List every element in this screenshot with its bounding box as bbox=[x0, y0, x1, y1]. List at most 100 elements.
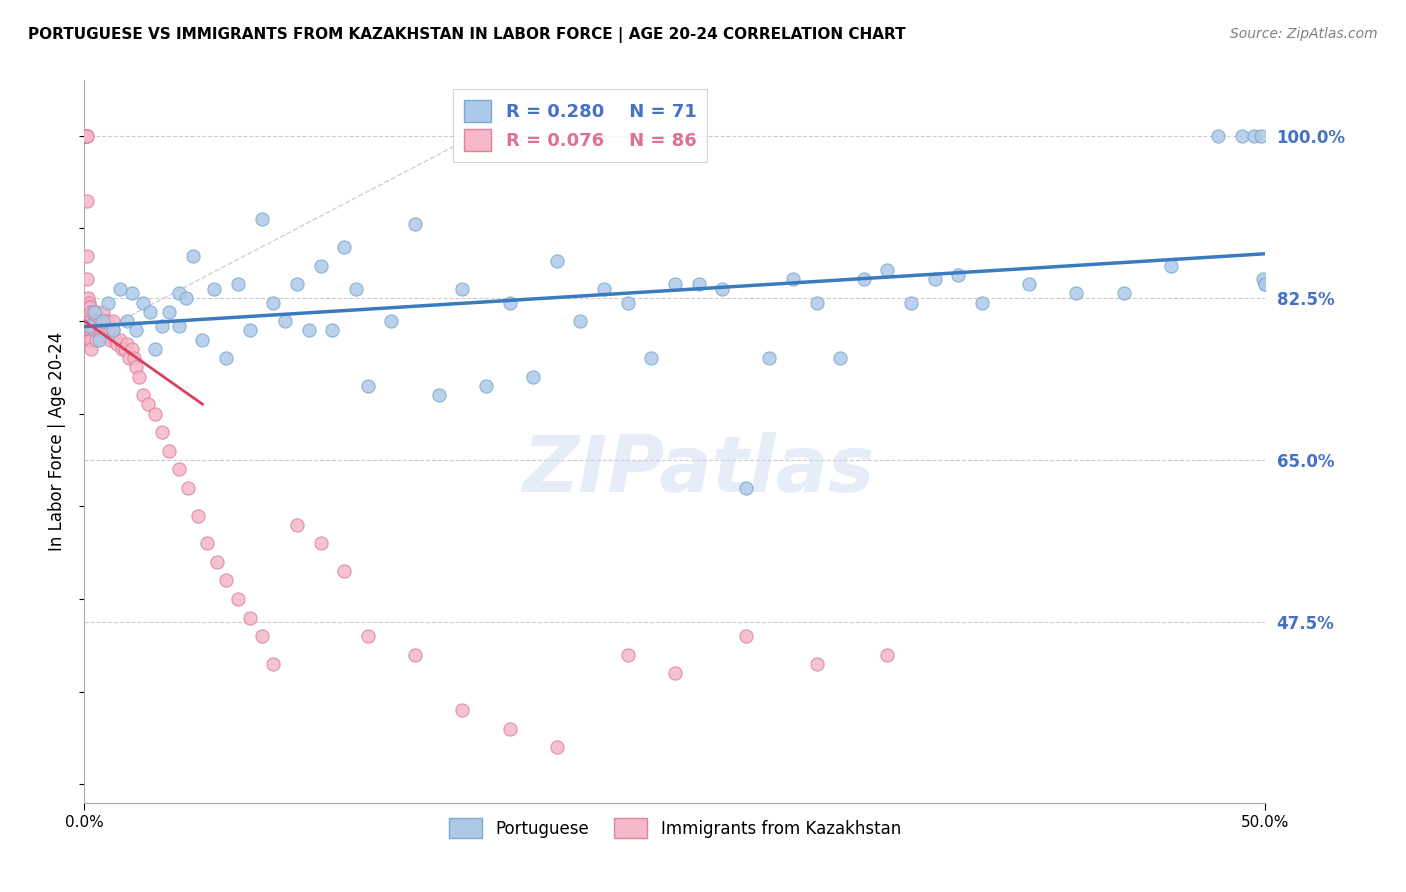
Point bbox=[711, 282, 734, 296]
Point bbox=[498, 722, 520, 736]
Point bbox=[782, 272, 804, 286]
Point bbox=[616, 295, 638, 310]
Point bbox=[75, 128, 97, 143]
Point bbox=[76, 272, 98, 286]
Text: PORTUGUESE VS IMMIGRANTS FROM KAZAKHSTAN IN LABOR FORCE | AGE 20-24 CORRELATION : PORTUGUESE VS IMMIGRANTS FROM KAZAKHSTAN… bbox=[28, 27, 905, 43]
Point bbox=[1243, 128, 1265, 143]
Point bbox=[122, 351, 145, 366]
Point bbox=[83, 305, 105, 319]
Point bbox=[475, 379, 498, 393]
Point bbox=[1251, 272, 1274, 286]
Point bbox=[876, 263, 898, 277]
Point bbox=[83, 323, 105, 337]
Point bbox=[177, 481, 200, 495]
Point bbox=[101, 323, 124, 337]
Point bbox=[118, 351, 141, 366]
Point bbox=[1250, 128, 1272, 143]
Point bbox=[1112, 286, 1135, 301]
Point bbox=[150, 318, 173, 333]
Point bbox=[108, 282, 131, 296]
Point bbox=[195, 536, 218, 550]
Point bbox=[640, 351, 662, 366]
Point bbox=[90, 314, 112, 328]
Point bbox=[852, 272, 875, 286]
Point bbox=[688, 277, 710, 291]
Point bbox=[900, 295, 922, 310]
Point bbox=[451, 703, 474, 717]
Point bbox=[167, 462, 190, 476]
Point bbox=[80, 305, 103, 319]
Point bbox=[98, 323, 121, 337]
Point bbox=[76, 314, 98, 328]
Point bbox=[76, 249, 98, 263]
Point bbox=[80, 314, 103, 328]
Point bbox=[91, 314, 114, 328]
Point bbox=[309, 536, 332, 550]
Point bbox=[91, 323, 114, 337]
Point bbox=[1206, 128, 1229, 143]
Point bbox=[77, 323, 100, 337]
Point bbox=[125, 360, 148, 375]
Point bbox=[132, 295, 155, 310]
Point bbox=[285, 517, 308, 532]
Point bbox=[321, 323, 343, 337]
Point bbox=[498, 295, 520, 310]
Text: Source: ZipAtlas.com: Source: ZipAtlas.com bbox=[1230, 27, 1378, 41]
Point bbox=[262, 295, 284, 310]
Point bbox=[830, 351, 852, 366]
Point bbox=[157, 443, 180, 458]
Point bbox=[97, 295, 120, 310]
Point bbox=[77, 295, 100, 310]
Point bbox=[924, 272, 946, 286]
Point bbox=[522, 369, 544, 384]
Point bbox=[262, 657, 284, 671]
Point bbox=[84, 305, 107, 319]
Point bbox=[80, 333, 103, 347]
Point bbox=[664, 277, 686, 291]
Point bbox=[1230, 128, 1253, 143]
Y-axis label: In Labor Force | Age 20-24: In Labor Force | Age 20-24 bbox=[48, 332, 66, 551]
Point bbox=[427, 388, 450, 402]
Point bbox=[111, 342, 134, 356]
Point bbox=[77, 333, 100, 347]
Point bbox=[285, 277, 308, 291]
Point bbox=[274, 314, 297, 328]
Point bbox=[139, 305, 162, 319]
Point bbox=[404, 217, 426, 231]
Point bbox=[1160, 259, 1182, 273]
Point bbox=[664, 666, 686, 681]
Point bbox=[83, 314, 105, 328]
Point bbox=[205, 555, 228, 569]
Point bbox=[167, 318, 190, 333]
Point bbox=[98, 333, 121, 347]
Point bbox=[104, 333, 127, 347]
Point bbox=[150, 425, 173, 440]
Point bbox=[79, 300, 101, 314]
Point bbox=[250, 212, 273, 227]
Point bbox=[344, 282, 367, 296]
Point bbox=[546, 740, 568, 755]
Point bbox=[357, 629, 380, 643]
Point bbox=[114, 342, 136, 356]
Point bbox=[121, 286, 143, 301]
Point bbox=[569, 314, 592, 328]
Point bbox=[77, 305, 100, 319]
Point bbox=[75, 128, 97, 143]
Point bbox=[132, 388, 155, 402]
Point bbox=[115, 337, 138, 351]
Point bbox=[76, 295, 98, 310]
Point bbox=[94, 323, 117, 337]
Point bbox=[87, 323, 110, 337]
Point bbox=[187, 508, 209, 523]
Point bbox=[115, 314, 138, 328]
Text: ZIPatlas: ZIPatlas bbox=[523, 433, 875, 508]
Point bbox=[76, 305, 98, 319]
Point bbox=[1018, 277, 1040, 291]
Point bbox=[876, 648, 898, 662]
Point bbox=[1254, 277, 1277, 291]
Point bbox=[77, 300, 100, 314]
Point bbox=[1254, 277, 1277, 291]
Point bbox=[90, 323, 112, 337]
Point bbox=[76, 128, 98, 143]
Point bbox=[298, 323, 321, 337]
